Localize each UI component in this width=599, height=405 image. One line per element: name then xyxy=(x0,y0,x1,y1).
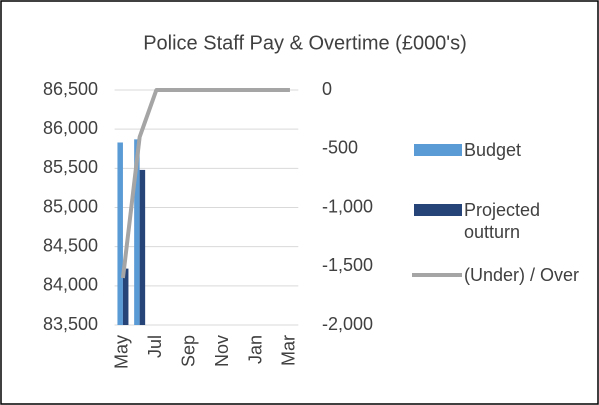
x-tick-label: Jan xyxy=(245,335,265,364)
y-tick-label: 83,500 xyxy=(43,314,98,334)
legend-label: Projected outturn xyxy=(464,200,541,242)
y-tick-label: 86,000 xyxy=(43,118,98,138)
y-tick-label: 84,000 xyxy=(43,275,98,295)
y2-tick-label: -1,500 xyxy=(322,255,373,275)
y2-tick-label: -500 xyxy=(322,138,358,158)
bar xyxy=(122,268,129,325)
y2-tick-label: -1,000 xyxy=(322,196,373,216)
x-tick-label: Sep xyxy=(179,335,199,367)
chart-title: Police Staff Pay & Overtime (£000's) xyxy=(143,32,467,54)
y-tick-label: 85,000 xyxy=(43,196,98,216)
x-tick-label: May xyxy=(112,335,132,369)
legend-label: (Under) / Over xyxy=(464,265,580,285)
line xyxy=(120,88,290,279)
bar xyxy=(139,169,146,325)
x-tick-label: Jul xyxy=(145,335,165,358)
x-tick-label: Mar xyxy=(279,335,299,366)
y-tick-label: 84,500 xyxy=(43,235,98,255)
bar xyxy=(117,142,123,325)
bar xyxy=(134,139,140,325)
y-tick-label: 86,500 xyxy=(43,79,98,99)
legend-swatch xyxy=(414,144,462,156)
y2-tick-label: 0 xyxy=(322,79,332,99)
legend-swatch xyxy=(414,204,462,216)
y2-tick-label: -2,000 xyxy=(322,314,373,334)
y-tick-label: 85,500 xyxy=(43,157,98,177)
legend-label: Budget xyxy=(464,140,522,160)
x-tick-label: Nov xyxy=(212,335,232,367)
